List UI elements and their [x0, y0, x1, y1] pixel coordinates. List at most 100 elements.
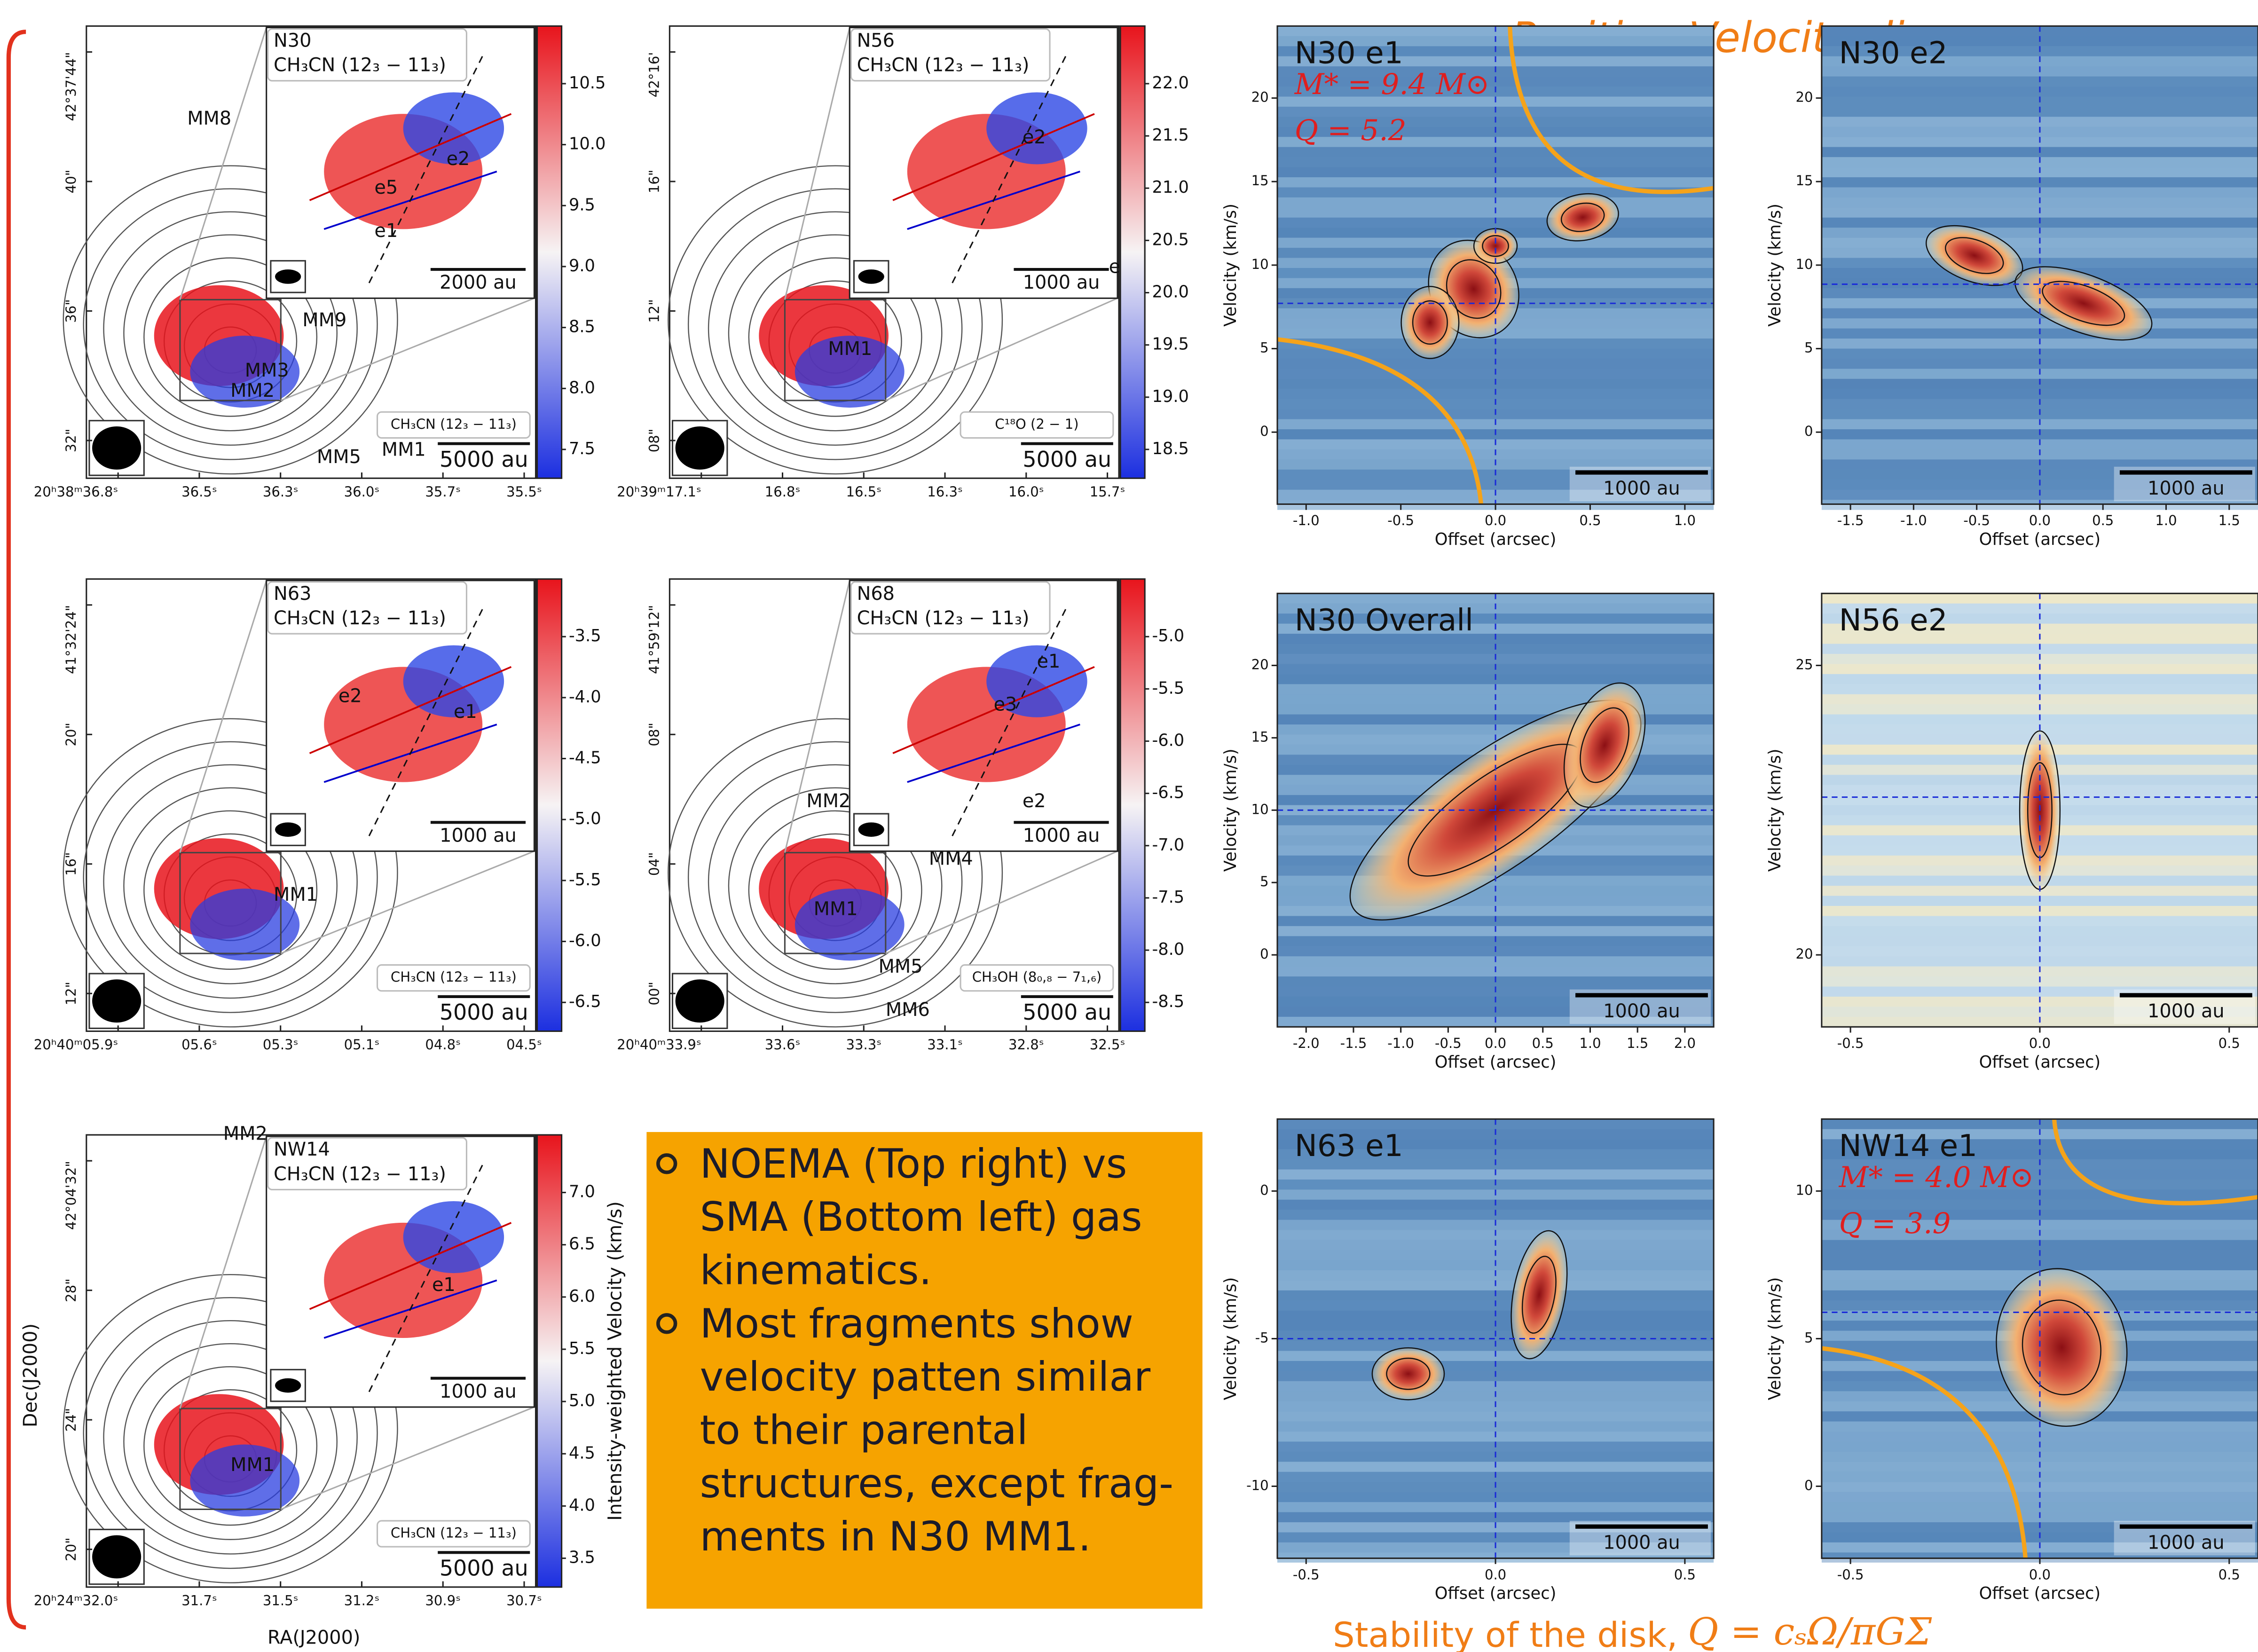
slide: Position-Velocity diagram Stability of t… [0, 0, 2258, 1652]
x-tick-label: 20ʰ24ᵐ32.0ˢ [34, 1592, 118, 1608]
cbar-tick-label: -4.0 [569, 687, 601, 707]
x-tick-label: 15.7ˢ [1090, 484, 1125, 500]
x-tick-label: 0.5 [2092, 512, 2114, 528]
x-tick-label: -2.0 [1293, 1035, 1320, 1051]
x-tick-label: 0.0 [2029, 1566, 2051, 1582]
y-tick-label: 16" [646, 170, 662, 193]
y-tick-label: 41°59'12" [646, 605, 662, 674]
inset-name: NW14 [274, 1139, 330, 1160]
cbar-tick-label: -5.0 [1152, 626, 1185, 645]
pv-name: N63 e1 [1295, 1128, 1403, 1164]
x-tick-label: 20ʰ40ᵐ33.9ˢ [617, 1037, 701, 1053]
source-label: MM5 [317, 446, 361, 468]
footer-formula: Q = cₛΩ/πGΣ [1688, 1610, 1932, 1652]
source-label: MM2 [230, 380, 275, 401]
y-tick-label: 15 [1251, 173, 1269, 189]
x-tick-label: 1.5 [1627, 1035, 1648, 1051]
beam [275, 1378, 301, 1393]
y-tick-label: 32" [63, 429, 79, 452]
emission [1372, 1348, 1444, 1400]
annotation: Q = 5.2 [1295, 114, 1407, 147]
scale: 5000 au [440, 1556, 528, 1581]
x-tick-label: 0.5 [1532, 1035, 1554, 1051]
x-label: Offset (arcsec) [1979, 530, 2101, 549]
tracer: C¹⁸O (2 − 1) [995, 416, 1078, 432]
source-label: MM2 [806, 790, 850, 812]
inset-line: CH₃CN (12₃ − 11₃) [274, 607, 446, 629]
cbar-tick-label: -7.0 [1152, 835, 1185, 855]
x-tick-label: 1.0 [1579, 1035, 1601, 1051]
y-tick-label: 04" [646, 852, 662, 876]
cbar-tick-label: 6.5 [569, 1235, 595, 1254]
source-label: e2 [1023, 126, 1046, 148]
cbar-tick-label: 9.0 [569, 256, 595, 275]
colorbar [1120, 26, 1145, 478]
x-tick-label: -1.5 [1837, 512, 1864, 528]
y-tick-label: 12" [63, 982, 79, 1005]
cbar-tick-label: 4.0 [569, 1495, 595, 1515]
y-tick-label: 20" [63, 723, 79, 746]
cbar-tick-label: 10.0 [569, 134, 606, 154]
map-panel: N30CH₃CN (12₃ − 11₃)2000 auMM8MM9MM3MM2M… [34, 26, 606, 499]
y-tick-label: 5 [1804, 1329, 1813, 1345]
source-label: MM2 [223, 1123, 267, 1145]
pv-panel: N30 e21000 au-1.5-1.0-0.50.00.51.01.5051… [1765, 26, 2258, 549]
colorbar-label: Intensity-weighted Velocity (km/s) [605, 1201, 626, 1520]
x-tick-label: 36.0ˢ [344, 484, 380, 500]
x-tick-label: 1.0 [2155, 512, 2177, 528]
x-label: Offset (arcsec) [1435, 530, 1557, 549]
x-tick-label: 20ʰ38ᵐ36.8ˢ [34, 484, 118, 500]
source-label: MM1 [230, 1454, 275, 1476]
x-tick-label: 16.5ˢ [846, 484, 881, 500]
cbar-tick-label: 21.0 [1152, 178, 1189, 197]
footer: Stability of the disk, [1333, 1615, 1678, 1652]
x-tick-label: 35.7ˢ [425, 484, 461, 500]
x-tick-label: 30.7ˢ [506, 1592, 542, 1608]
scale: 1000 au [1603, 1000, 1680, 1022]
x-tick-label: 0.5 [1579, 512, 1601, 528]
x-tick-label: -1.0 [1900, 512, 1927, 528]
source-label: e1 [432, 1274, 456, 1296]
inset-scale: 1000 au [440, 1381, 517, 1402]
scale: 1000 au [2148, 478, 2225, 499]
y-tick-label: -10 [1246, 1477, 1269, 1493]
beam [858, 269, 884, 284]
y-tick-label: 42°04'32" [63, 1161, 79, 1230]
y-tick-label: 10 [1251, 256, 1269, 272]
page: { "title": "Position-Velocity diagram", … [0, 0, 2258, 1652]
y-tick-label: 20 [1795, 946, 1813, 962]
x-tick-label: -0.5 [1387, 512, 1414, 528]
source-label: MM1 [828, 338, 872, 360]
x-tick-label: 1.0 [1674, 512, 1696, 528]
pv-name: N30 e1 [1295, 35, 1403, 71]
x-tick-label: 33.1ˢ [927, 1037, 963, 1053]
x-tick-label: 16.0ˢ [1008, 484, 1044, 500]
inset-line: CH₃CN (12₃ − 11₃) [857, 607, 1030, 629]
pv-panel: M* = 4.0 M⊙Q = 3.9NW14 e11000 au-0.50.00… [1765, 1119, 2258, 1603]
annotation: Q = 3.9 [1839, 1207, 1951, 1240]
x-tick-label: -0.5 [1293, 1566, 1320, 1582]
x-tick-label: 04.8ˢ [425, 1037, 461, 1053]
y-tick-label: 16" [63, 852, 79, 876]
x-tick-label: 05.3ˢ [263, 1037, 299, 1053]
source-label: MM3 [245, 360, 289, 381]
x-tick-label: -1.0 [1387, 1035, 1414, 1051]
source-label: e3 [994, 694, 1017, 716]
source-label: MM8 [187, 108, 231, 129]
y-tick-label: 0 [1260, 946, 1269, 962]
x-tick-label: 0.5 [1674, 1566, 1696, 1582]
source-label: e2 [447, 148, 470, 170]
cbar-tick-label: 22.0 [1152, 73, 1189, 93]
cbar-tick-label: -6.0 [569, 931, 601, 951]
cbar-tick-label: 19.5 [1152, 335, 1189, 354]
x-tick-label: 0.0 [1485, 512, 1506, 528]
cbar-tick-label: 4.5 [569, 1443, 595, 1463]
cbar-tick-label: -5.5 [1152, 678, 1185, 698]
bullet-text: to their parental [700, 1407, 1028, 1454]
scale: 5000 au [440, 447, 528, 472]
y-tick-label: 0 [1804, 1477, 1813, 1493]
cbar-tick-label: 3.5 [569, 1548, 595, 1567]
x-tick-label: 1.5 [2219, 512, 2240, 528]
